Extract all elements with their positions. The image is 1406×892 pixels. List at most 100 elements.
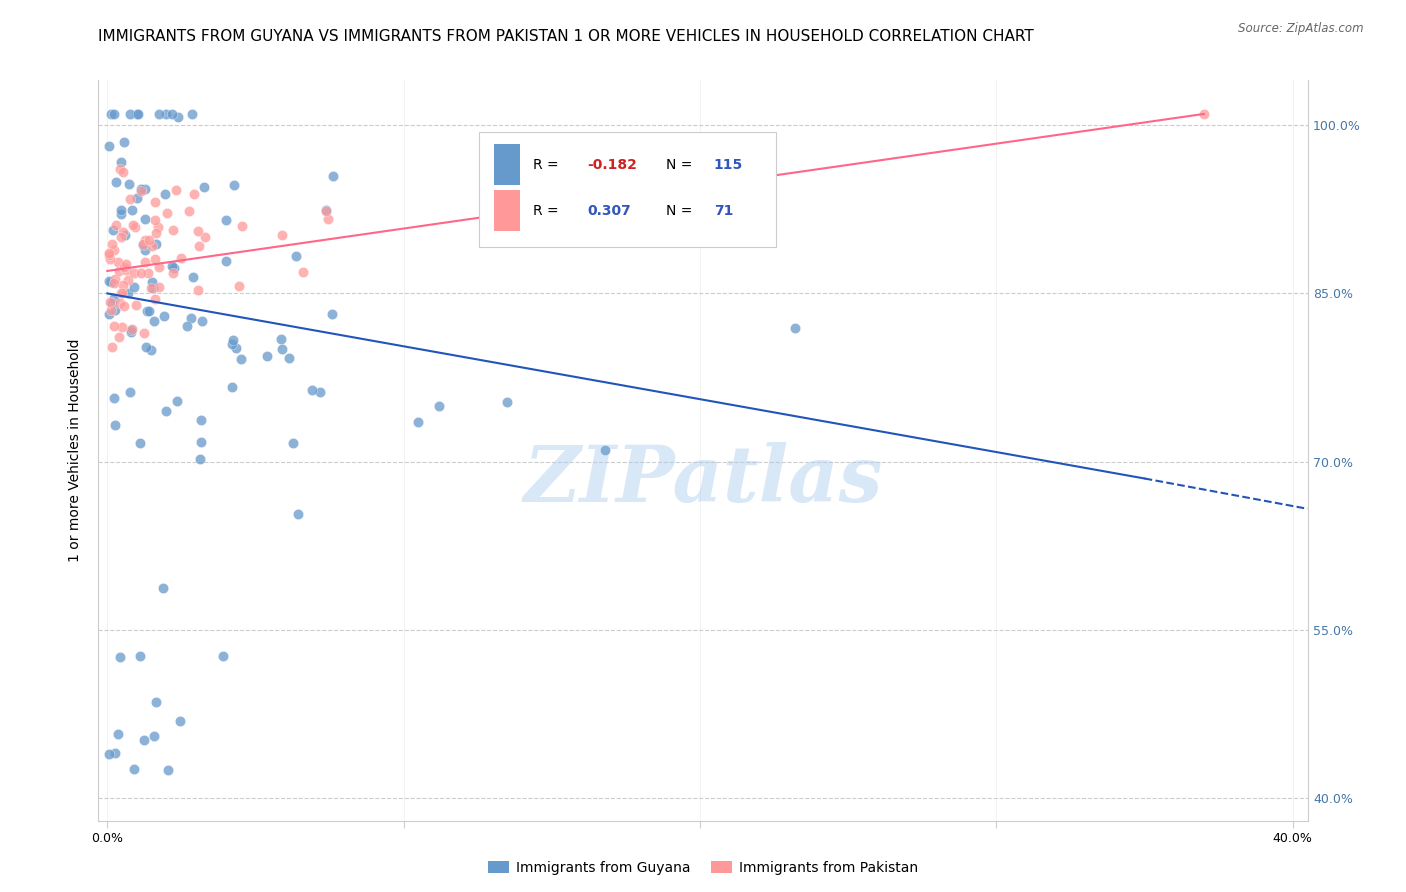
Point [103, 746, 125, 760]
Point [112, 225, 135, 239]
Point [112, 164, 135, 178]
Point [141, 276, 163, 290]
Point [141, 343, 163, 357]
Point [108, 650, 131, 665]
Point [112, 277, 135, 292]
Point [228, 279, 250, 293]
Point [155, 107, 177, 121]
Point [148, 260, 170, 274]
Point [107, 727, 129, 741]
Text: 0.307: 0.307 [586, 204, 631, 218]
Point [101, 295, 124, 310]
Point [143, 213, 166, 227]
Point [321, 307, 343, 321]
Point [111, 286, 134, 301]
Point [153, 309, 176, 323]
Point [108, 330, 131, 344]
Point [155, 404, 177, 418]
Point [156, 763, 179, 777]
Point [142, 314, 165, 328]
Point [129, 182, 152, 196]
Point [271, 342, 294, 356]
Point [180, 310, 202, 325]
Point [136, 266, 159, 280]
Point [170, 251, 193, 265]
Point [108, 162, 131, 177]
FancyBboxPatch shape [494, 145, 520, 186]
Point [142, 280, 165, 294]
Point [162, 107, 184, 121]
FancyBboxPatch shape [494, 190, 520, 231]
Point [165, 183, 187, 197]
Point [127, 191, 149, 205]
Point [107, 255, 129, 269]
Point [117, 273, 139, 287]
Point [138, 304, 160, 318]
Point [142, 729, 165, 743]
Point [187, 224, 209, 238]
Point [122, 218, 145, 232]
Point [145, 226, 167, 240]
Point [180, 107, 202, 121]
Point [103, 107, 125, 121]
Point [117, 286, 139, 301]
Point [139, 281, 162, 295]
Point [134, 255, 156, 269]
Point [110, 230, 132, 244]
Point [127, 107, 149, 121]
Point [132, 732, 155, 747]
Point [215, 212, 238, 227]
Point [183, 270, 205, 285]
Point [1192, 107, 1215, 121]
Point [100, 236, 122, 251]
Point [104, 302, 127, 317]
Point [110, 319, 132, 334]
Point [100, 107, 122, 121]
Point [225, 341, 247, 355]
Point [97, 747, 120, 762]
Point [194, 229, 217, 244]
Point [100, 275, 122, 289]
Point [190, 435, 212, 450]
Point [177, 203, 200, 218]
Point [110, 286, 132, 301]
Legend: Immigrants from Guyana, Immigrants from Pakistan: Immigrants from Guyana, Immigrants from … [482, 855, 924, 880]
Text: N =: N = [665, 158, 696, 172]
Point [104, 272, 127, 286]
Point [221, 380, 243, 394]
Point [97, 307, 120, 321]
Point [112, 136, 135, 150]
Point [322, 169, 344, 183]
Point [308, 385, 330, 400]
Point [224, 178, 246, 192]
Point [134, 243, 156, 257]
Point [118, 192, 141, 206]
Point [108, 296, 131, 310]
Point [104, 417, 127, 432]
Point [125, 298, 148, 312]
Point [135, 340, 157, 354]
Point [270, 332, 292, 346]
Point [98, 295, 121, 310]
Point [120, 325, 142, 339]
Point [98, 252, 121, 267]
FancyBboxPatch shape [479, 132, 776, 247]
Text: 71: 71 [714, 204, 734, 218]
Point [287, 507, 309, 521]
Point [187, 239, 209, 253]
Point [783, 321, 806, 335]
Point [156, 206, 179, 220]
Point [301, 384, 323, 398]
Text: IMMIGRANTS FROM GUYANA VS IMMIGRANTS FROM PAKISTAN 1 OR MORE VEHICLES IN HOUSEHO: IMMIGRANTS FROM GUYANA VS IMMIGRANTS FRO… [98, 29, 1035, 44]
Point [278, 351, 301, 366]
Text: 115: 115 [714, 158, 744, 172]
Point [97, 246, 120, 260]
Point [138, 233, 160, 247]
Point [316, 212, 339, 227]
Point [128, 436, 150, 450]
Point [112, 299, 135, 313]
Point [215, 253, 238, 268]
Point [315, 203, 337, 218]
Point [124, 220, 146, 235]
Point [231, 219, 253, 234]
